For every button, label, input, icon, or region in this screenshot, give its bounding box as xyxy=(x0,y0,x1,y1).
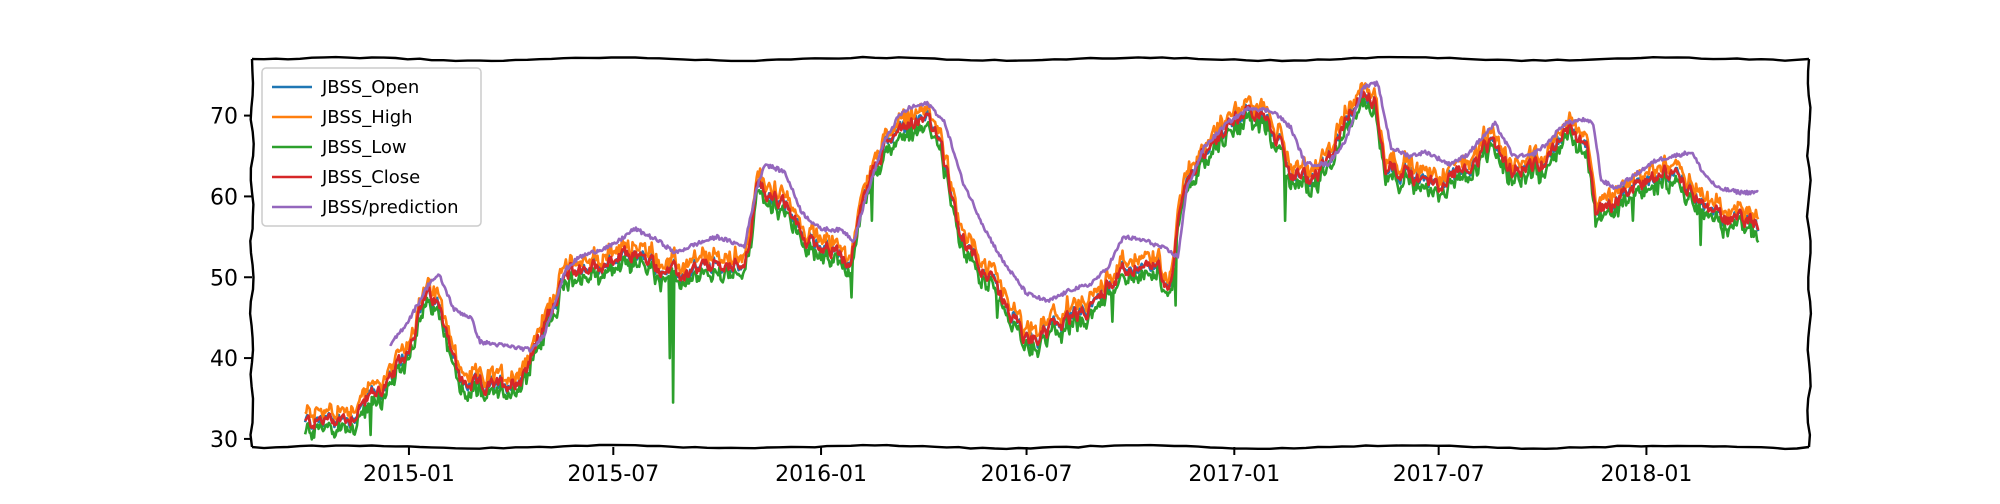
legend-label: JBSS_Close xyxy=(321,167,420,188)
y-tick-label: 70 xyxy=(210,105,238,130)
frame-bottom xyxy=(251,443,1810,451)
x-axis: 2015-01 2015-07 2016-01 2016-07 2017-01 2017-… xyxy=(363,447,1692,487)
legend-item: JBSS_High xyxy=(272,107,413,128)
plot-frame xyxy=(248,55,1813,451)
legend-label: JBSS/prediction xyxy=(321,197,459,218)
legend-label: JBSS_Low xyxy=(321,137,407,158)
y-tick-label: 60 xyxy=(210,185,238,210)
legend-item: JBSS_Open xyxy=(272,77,419,98)
frame-left xyxy=(248,58,255,448)
x-tick-label: 2018-01 xyxy=(1600,462,1692,487)
x-tick-label: 2015-07 xyxy=(567,462,659,487)
y-axis: 30 40 50 60 70 xyxy=(210,105,252,453)
series-line-jbss-low xyxy=(303,95,1760,441)
y-tick-label: 50 xyxy=(210,266,238,291)
frame-top xyxy=(251,55,1810,63)
y-tick-label: 30 xyxy=(210,428,238,453)
y-tick-label: 40 xyxy=(210,347,238,372)
x-tick-label: 2017-01 xyxy=(1188,462,1280,487)
series-lines xyxy=(303,80,1760,441)
legend: JBSS_Open JBSS_High JBSS_Low JBSS_Close JBSS… xyxy=(261,67,482,227)
legend-label: JBSS_High xyxy=(321,107,413,128)
frame-right xyxy=(1805,58,1813,448)
legend-label: JBSS_Open xyxy=(321,77,419,98)
x-tick-label: 2017-07 xyxy=(1393,462,1485,487)
x-tick-label: 2015-01 xyxy=(363,462,455,487)
legend-item: JBSS/prediction xyxy=(272,197,459,218)
x-tick-label: 2016-07 xyxy=(981,462,1073,487)
series-line-jbss-prediction xyxy=(389,80,1759,353)
legend-item: JBSS_Close xyxy=(272,167,420,188)
legend-item: JBSS_Low xyxy=(272,137,407,158)
series-line-jbss-close xyxy=(304,90,1760,430)
series-line-jbss-high xyxy=(304,81,1760,424)
x-tick-label: 2016-01 xyxy=(775,462,867,487)
legend-box xyxy=(261,67,482,227)
